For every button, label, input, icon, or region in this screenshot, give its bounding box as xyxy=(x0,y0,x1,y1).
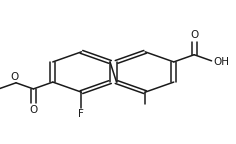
Text: O: O xyxy=(11,72,19,82)
Text: O: O xyxy=(29,105,38,115)
Text: F: F xyxy=(79,109,84,119)
Text: OH: OH xyxy=(213,57,229,67)
Text: O: O xyxy=(190,30,198,40)
